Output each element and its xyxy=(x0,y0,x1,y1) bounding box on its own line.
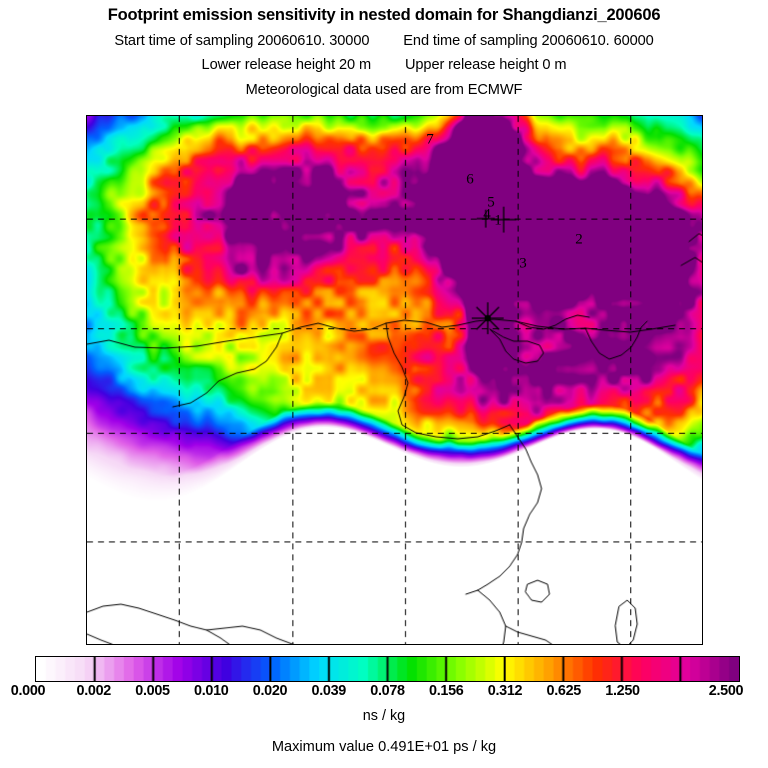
colorbar-tick-0: 0.000 xyxy=(10,683,46,699)
colorbar-tick-2: 0.005 xyxy=(135,683,170,699)
colorbar-tick-1: 0.002 xyxy=(76,683,112,699)
header-block: Footprint emission sensitivity in nested… xyxy=(0,0,768,97)
colorbar-tick-7: 0.156 xyxy=(428,683,464,699)
colorbar-tick-8: 0.312 xyxy=(487,683,523,699)
colorbar-tick-11: 2.500 xyxy=(708,683,744,699)
colorbar-tick-5: 0.039 xyxy=(311,683,347,699)
maximum-value-label: Maximum value 0.491E+01 ps / kg xyxy=(271,739,497,755)
page-title: Footprint emission sensitivity in nested… xyxy=(107,6,661,24)
sampling-time-row: Start time of sampling 20060610. 30000 E… xyxy=(0,32,768,49)
release-height-row: Lower release height 20 m Upper release … xyxy=(0,58,768,73)
colorbar-unit-label: ns / kg xyxy=(362,708,406,724)
colorbar xyxy=(35,656,740,682)
colorbar-tick-10: 1.250 xyxy=(605,683,640,699)
colorbar-gradient xyxy=(35,656,740,682)
colorbar-tick-labels: 0.000 0.002 0.005 0.010 0.020 0.039 0.078 0.156… xyxy=(0,684,768,702)
release-site-marker xyxy=(87,116,702,644)
lower-release-height-label: Lower release height 20 m xyxy=(201,57,372,74)
colorbar-tick-6: 0.078 xyxy=(370,683,405,699)
upper-release-height-label: Upper release height 0 m xyxy=(404,57,567,74)
colorbar-tick-9: 0.625 xyxy=(546,683,582,699)
colorbar-tick-3: 0.010 xyxy=(193,683,229,699)
end-time-label: End time of sampling 20060610. 60000 xyxy=(403,32,654,49)
met-data-label: Meteorological data used are from ECMWF xyxy=(245,81,523,98)
colorbar-tick-4: 0.020 xyxy=(252,683,288,699)
start-time-label: Start time of sampling 20060610. 30000 xyxy=(114,32,370,49)
